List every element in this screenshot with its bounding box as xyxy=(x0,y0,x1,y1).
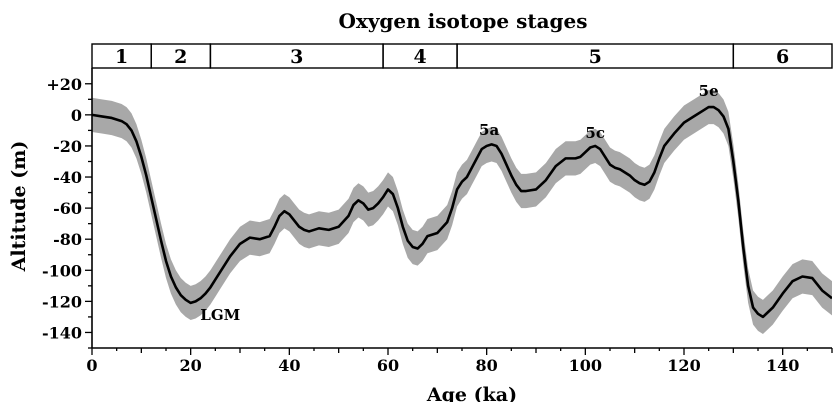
y-axis: +20 0 -20 -40 -60 -80 -100 -120 -140 xyxy=(42,68,93,349)
stage-box-6 xyxy=(732,43,833,69)
y-tick-label: 0 xyxy=(71,106,82,125)
uncertainty-band xyxy=(92,89,832,335)
stage-label-2: 2 xyxy=(174,46,187,68)
y-tick-label: -40 xyxy=(53,168,82,187)
y-tick-label: -20 xyxy=(53,137,82,156)
x-tick-label: 20 xyxy=(180,356,202,375)
sea-level-line xyxy=(92,105,832,319)
x-tick-label: 100 xyxy=(569,356,602,375)
annotation-5c: 5c xyxy=(585,124,605,142)
annotation-5a: 5a xyxy=(479,121,499,139)
plot-area: LGM 5a 5c 5e xyxy=(92,82,832,335)
annotation-lgm: LGM xyxy=(200,306,240,324)
stage-label-6: 6 xyxy=(776,46,789,68)
stage-label-3: 3 xyxy=(290,46,303,68)
stage-label-5: 5 xyxy=(589,46,602,68)
x-tick-label: 80 xyxy=(476,356,498,375)
y-tick-label: -80 xyxy=(53,230,82,249)
y-tick-label: +20 xyxy=(46,75,82,94)
y-tick-label: -140 xyxy=(42,323,82,342)
x-axis: 0 20 40 60 80 100 120 140 xyxy=(86,347,833,375)
annotation-5e: 5e xyxy=(699,82,719,100)
x-tick-label: 140 xyxy=(766,356,799,375)
y-tick-label: -60 xyxy=(53,199,82,218)
x-tick-label: 40 xyxy=(278,356,300,375)
chart-title: Oxygen isotope stages xyxy=(338,9,587,33)
y-axis-title: Altitude (m) xyxy=(8,141,30,273)
y-tick-label: -100 xyxy=(42,261,82,280)
x-tick-label: 120 xyxy=(667,356,700,375)
stage-label-1: 1 xyxy=(115,46,128,68)
isotope-stage-bar: 1 2 3 4 5 6 xyxy=(91,43,833,69)
x-tick-label: 0 xyxy=(86,356,97,375)
stage-label-4: 4 xyxy=(413,46,426,68)
x-axis-title: Age (ka) xyxy=(426,384,517,402)
y-tick-label: -120 xyxy=(42,292,82,311)
x-tick-label: 60 xyxy=(377,356,399,375)
